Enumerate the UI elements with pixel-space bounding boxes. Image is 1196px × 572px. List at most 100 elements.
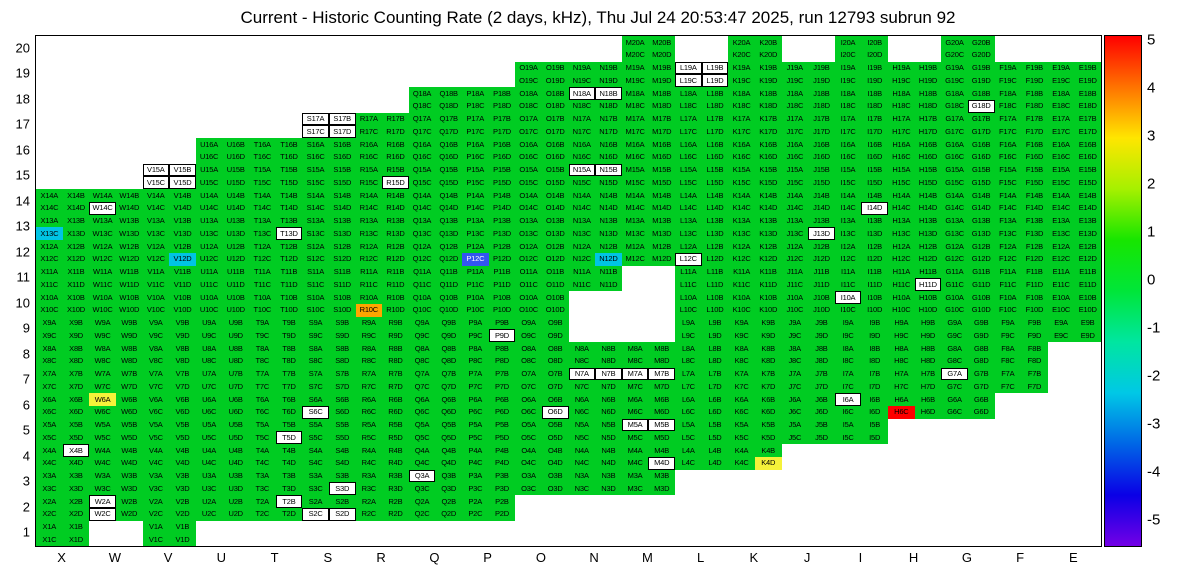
channel-cell: V2C <box>142 507 170 521</box>
channel-cell: R9C <box>355 329 383 342</box>
channel-cell: K6A <box>728 393 755 406</box>
channel-cell: Q10B <box>435 291 462 304</box>
channel-cell: R8D <box>382 354 409 368</box>
channel-cell: S10A <box>302 291 329 304</box>
channel-cell: G19C <box>941 74 968 87</box>
channel-cell: J19C <box>781 74 809 87</box>
channel-cell: I7A <box>834 367 862 381</box>
colorbar-tick-label: -5 <box>1147 511 1161 529</box>
channel-cell: P2A <box>462 495 489 508</box>
channel-cell: Q16A <box>408 138 436 151</box>
channel-cell: M8C <box>621 354 649 368</box>
channel-cell: G6D <box>967 405 995 419</box>
channel-cell: P14A <box>462 189 489 202</box>
channel-cell: I11B <box>861 265 888 279</box>
channel-cell: J16C <box>781 150 809 164</box>
channel-cell: Q5D <box>435 431 462 444</box>
channel-cell: M6C <box>621 405 649 419</box>
channel-cell: P8D <box>488 354 516 368</box>
channel-cell: Q9C <box>408 329 436 342</box>
channel-cell: M8A <box>621 342 649 355</box>
channel-cell: Q5C <box>408 431 436 444</box>
channel-cell: O8B <box>541 342 569 355</box>
channel-cell: T12D <box>275 252 303 266</box>
channel-cell: X7A <box>36 367 63 381</box>
channel-cell: N6B <box>595 393 622 406</box>
channel-cell: U2A <box>195 495 223 508</box>
channel-cell: T16A <box>249 138 276 151</box>
channel-cell: G19D <box>967 74 995 87</box>
channel-cell: M20B <box>648 36 675 49</box>
channel-cell: K14B <box>754 189 782 202</box>
channel-cell: T9A <box>249 316 276 330</box>
channel-cell: X1A <box>36 520 63 534</box>
channel-cell: P7D <box>488 380 516 393</box>
channel-cell: R16C <box>355 150 383 164</box>
channel-cell: T3D <box>275 482 303 495</box>
channel-cell: N4D <box>595 456 622 470</box>
channel-cell: G15C <box>941 176 968 189</box>
channel-cell: U7C <box>195 380 223 393</box>
channel-cell: G15D <box>967 176 995 189</box>
channel-cell: Q17A <box>408 112 436 126</box>
channel-cell: Q2D <box>435 507 462 521</box>
channel-cell: O12B <box>541 240 569 253</box>
channel-cell: X13A <box>36 214 63 228</box>
channel-cell: I9B <box>861 316 888 330</box>
channel-cell: R15B <box>382 163 409 177</box>
channel-cell: N4C <box>568 456 596 470</box>
channel-cell: O4C <box>515 456 542 470</box>
channel-cell: U11B <box>222 265 249 279</box>
channel-cell: Q16D <box>435 150 462 164</box>
channel-cell: P9A <box>462 316 489 330</box>
channel-cell: E18A <box>1047 87 1075 100</box>
channel-cell: T7C <box>249 380 276 393</box>
channel-cell: Q12C <box>408 252 436 266</box>
channel-cell: T5B <box>275 418 303 432</box>
channel-cell: L14C <box>675 201 702 215</box>
x-axis-tick-label: N <box>589 550 599 565</box>
channel-cell: T13A <box>249 214 276 228</box>
channel-cell: U15D <box>222 176 249 189</box>
channel-cell: U3D <box>222 482 249 495</box>
channel-cell: M16D <box>648 150 675 164</box>
channel-cell: T13C <box>249 227 276 240</box>
channel-cell: X11B <box>62 265 90 279</box>
channel-cell: R4C <box>355 456 383 470</box>
channel-cell: S6C <box>302 405 329 419</box>
channel-cell: P4D <box>488 456 516 470</box>
channel-cell: R12A <box>355 240 383 253</box>
channel-cell: M17B <box>648 112 675 126</box>
channel-cell: R12D <box>382 252 409 266</box>
channel-cell: W9B <box>115 316 143 330</box>
channel-cell: M4B <box>648 444 675 457</box>
channel-cell: K11A <box>728 265 755 279</box>
channel-cell: M3B <box>648 469 675 483</box>
channel-cell: W11D <box>115 278 143 291</box>
channel-cell: U5C <box>195 431 223 444</box>
channel-cell: E13B <box>1074 214 1101 228</box>
channel-cell: J7C <box>781 380 809 393</box>
channel-cell: H12A <box>888 240 915 253</box>
channel-cell: F16D <box>1021 150 1048 164</box>
channel-cell: O5B <box>541 418 569 432</box>
channel-cell: P12C <box>462 252 489 266</box>
channel-cell: Q9B <box>435 316 462 330</box>
channel-cell: V10B <box>169 291 196 304</box>
channel-cell: T3B <box>275 469 303 483</box>
channel-cell: S15A <box>302 163 329 177</box>
channel-cell: X10A <box>36 291 63 304</box>
channel-cell: W11A <box>89 265 116 279</box>
channel-cell: X9B <box>62 316 90 330</box>
channel-cell: X4B <box>62 444 90 457</box>
channel-cell: H9D <box>914 329 942 342</box>
channel-cell: Q9A <box>408 316 436 330</box>
channel-cell: T9B <box>275 316 303 330</box>
channel-cell: V15C <box>142 176 170 189</box>
channel-cell: W13A <box>89 214 116 228</box>
channel-cell: H15C <box>888 176 915 189</box>
channel-cell: N6C <box>568 405 596 419</box>
channel-cell: K4C <box>728 456 755 470</box>
channel-cell: J12D <box>808 252 835 266</box>
channel-cell: X7B <box>62 367 90 381</box>
